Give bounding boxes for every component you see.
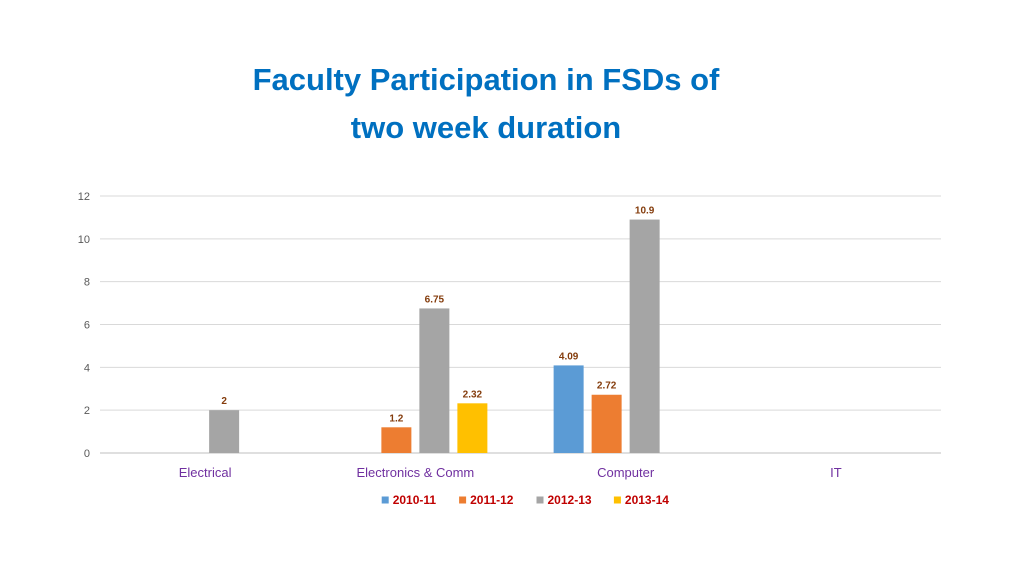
legend-swatch: [381, 496, 389, 504]
data-label: 2.72: [597, 381, 617, 392]
y-tick-label: 6: [84, 320, 90, 332]
bar: [629, 219, 660, 453]
legend-item: 2012-13: [536, 493, 592, 507]
data-label: 4.09: [559, 351, 579, 362]
data-label: 1.2: [389, 413, 403, 424]
legend-label: 2012-13: [548, 493, 592, 507]
bar: [381, 427, 412, 453]
data-label: 6.75: [425, 294, 445, 305]
data-label: 2: [221, 396, 227, 407]
bars: [209, 219, 660, 453]
gridlines: [100, 195, 941, 454]
legend-swatch: [613, 496, 621, 504]
data-label: 10.9: [635, 206, 655, 217]
y-tick-label: 12: [78, 191, 90, 203]
y-tick-label: 0: [84, 448, 90, 460]
legend-item: 2013-14: [613, 493, 669, 507]
legend-item: 2011-12: [459, 493, 514, 507]
y-tick-label: 2: [84, 405, 90, 417]
x-category-label: Computer: [597, 465, 655, 480]
y-axis: 0 2 4 6 8 10 12: [78, 191, 90, 460]
data-labels: 2 1.2 6.75 2.32 4.09 2.72 10.9: [221, 206, 654, 425]
chart-title-line1: Faculty Participation in FSDs of: [252, 62, 720, 97]
x-category-label: Electronics & Comm: [357, 465, 475, 480]
bar: [457, 403, 488, 453]
chart-title: Faculty Participation in FSDs of two wee…: [0, 56, 972, 152]
legend-item: 2010-11: [381, 493, 437, 507]
x-category-label: IT: [830, 465, 842, 480]
y-tick-label: 4: [84, 362, 90, 374]
legend-label: 2013-14: [625, 493, 669, 507]
legend-label: 2010-11: [393, 493, 437, 507]
y-tick-label: 10: [78, 234, 90, 246]
bar: [209, 410, 240, 453]
data-label: 2.32: [463, 389, 483, 400]
x-category-label: Electrical: [179, 465, 232, 480]
legend: 2010-11 2011-12 2012-13 2013-14: [381, 493, 669, 507]
y-tick-label: 8: [84, 277, 90, 289]
bar: [591, 394, 622, 453]
chart-title-line2: two week duration: [350, 110, 622, 145]
bar: [553, 365, 584, 453]
x-axis: Electrical Electronics & Comm Computer IT: [179, 465, 842, 480]
legend-swatch: [536, 496, 544, 504]
bar: [419, 308, 450, 453]
legend-swatch: [459, 496, 467, 504]
legend-label: 2011-12: [470, 493, 514, 507]
